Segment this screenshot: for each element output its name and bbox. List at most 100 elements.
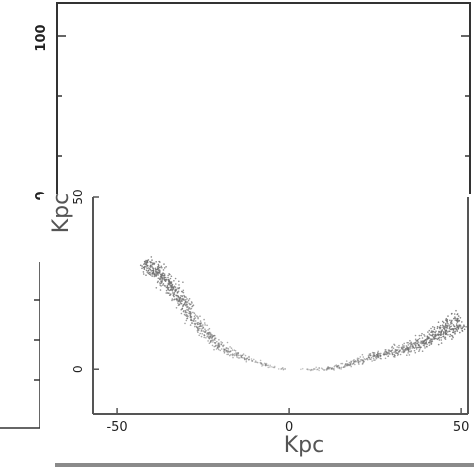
data-point bbox=[235, 352, 238, 355]
back-panel-right-ticks bbox=[461, 35, 470, 157]
data-point bbox=[375, 355, 377, 357]
data-point bbox=[430, 343, 433, 345]
data-point bbox=[454, 319, 457, 321]
data-point bbox=[371, 360, 373, 362]
data-point bbox=[201, 327, 203, 330]
data-point bbox=[233, 349, 236, 352]
data-point bbox=[268, 366, 271, 368]
data-point bbox=[148, 273, 151, 276]
data-point bbox=[179, 301, 182, 304]
data-point bbox=[171, 288, 174, 291]
data-point bbox=[148, 268, 151, 270]
data-point bbox=[280, 368, 282, 370]
data-point bbox=[167, 288, 170, 291]
data-point bbox=[429, 338, 432, 340]
data-point bbox=[306, 368, 309, 370]
data-point bbox=[245, 360, 248, 363]
data-point bbox=[450, 325, 452, 328]
data-point bbox=[434, 334, 437, 337]
data-point bbox=[328, 366, 330, 369]
data-point bbox=[436, 327, 439, 330]
data-point bbox=[383, 352, 385, 354]
data-point bbox=[406, 346, 408, 349]
data-point bbox=[162, 269, 165, 271]
data-point bbox=[178, 287, 180, 290]
data-point bbox=[171, 299, 173, 302]
data-point bbox=[442, 321, 445, 324]
data-point bbox=[463, 328, 466, 331]
data-point bbox=[389, 350, 392, 353]
data-point bbox=[454, 330, 457, 333]
data-point bbox=[340, 366, 343, 369]
data-point bbox=[372, 355, 375, 358]
data-point bbox=[438, 336, 441, 339]
data-point bbox=[326, 367, 328, 370]
data-point bbox=[213, 348, 215, 351]
data-point bbox=[204, 322, 206, 324]
data-point bbox=[427, 331, 429, 333]
data-point bbox=[313, 368, 316, 370]
data-point bbox=[199, 320, 202, 322]
data-point bbox=[424, 335, 426, 337]
data-point bbox=[388, 350, 390, 352]
data-point bbox=[432, 326, 434, 328]
data-point bbox=[325, 369, 327, 371]
data-point bbox=[282, 367, 284, 369]
data-point bbox=[445, 326, 447, 329]
data-point bbox=[191, 322, 193, 324]
data-point bbox=[456, 329, 458, 331]
data-point bbox=[157, 274, 159, 276]
data-point bbox=[184, 299, 187, 301]
data-point bbox=[193, 315, 196, 318]
data-point bbox=[426, 343, 428, 346]
data-point bbox=[280, 368, 283, 370]
data-point bbox=[391, 345, 394, 348]
data-point bbox=[448, 324, 450, 327]
data-point bbox=[186, 311, 188, 314]
data-point bbox=[326, 367, 329, 369]
data-point bbox=[266, 364, 269, 367]
data-point bbox=[433, 326, 436, 329]
data-point bbox=[449, 335, 451, 338]
data-point bbox=[440, 342, 443, 344]
axes bbox=[92, 196, 469, 415]
data-point bbox=[451, 338, 453, 340]
data-point bbox=[284, 367, 286, 370]
data-point bbox=[182, 291, 185, 294]
data-point bbox=[166, 292, 169, 294]
data-point bbox=[157, 264, 160, 267]
data-point bbox=[186, 308, 188, 311]
data-point bbox=[189, 311, 191, 313]
data-point bbox=[145, 259, 147, 262]
data-point bbox=[403, 342, 406, 345]
data-point bbox=[228, 354, 231, 357]
data-point bbox=[142, 273, 145, 275]
data-point bbox=[367, 356, 370, 358]
data-point bbox=[251, 360, 254, 362]
data-point bbox=[243, 358, 246, 361]
data-point bbox=[455, 323, 458, 325]
data-point bbox=[348, 361, 351, 364]
data-point bbox=[440, 332, 442, 335]
data-point bbox=[270, 366, 272, 368]
data-point bbox=[248, 356, 250, 359]
data-point bbox=[199, 332, 201, 335]
data-point bbox=[152, 269, 155, 272]
data-point bbox=[331, 368, 333, 370]
data-point bbox=[385, 353, 387, 355]
data-point bbox=[193, 312, 196, 315]
data-point bbox=[155, 274, 157, 277]
data-point bbox=[212, 339, 214, 342]
data-point bbox=[207, 329, 209, 331]
data-point bbox=[213, 345, 216, 348]
x-tick-label: 50 bbox=[453, 420, 470, 435]
data-point bbox=[428, 344, 431, 347]
data-point bbox=[225, 347, 228, 349]
data-point bbox=[167, 282, 170, 285]
data-point bbox=[451, 319, 453, 322]
data-point bbox=[458, 325, 460, 328]
data-point bbox=[192, 304, 195, 307]
data-point bbox=[151, 269, 154, 272]
data-point bbox=[250, 358, 253, 360]
data-point bbox=[409, 346, 411, 348]
